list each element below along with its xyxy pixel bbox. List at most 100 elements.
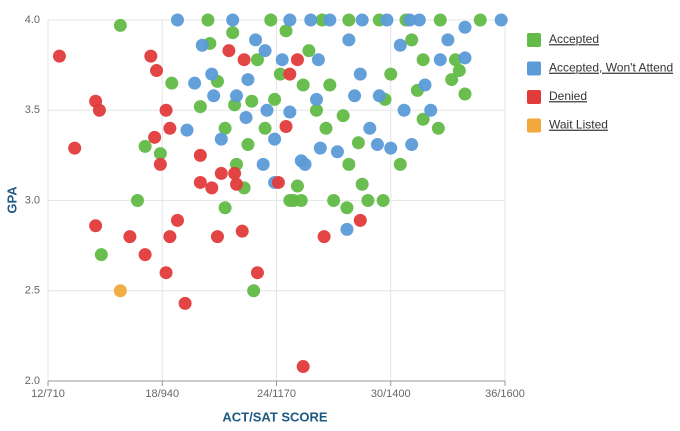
- point: [193, 148, 207, 162]
- point: [138, 248, 152, 262]
- point: [351, 136, 365, 150]
- y-axis-title: GPA: [4, 186, 19, 214]
- x-tick-label: 30/1400: [371, 388, 411, 400]
- point: [123, 230, 137, 244]
- point: [201, 13, 215, 27]
- y-tick-label: 3.5: [25, 104, 40, 116]
- point: [94, 248, 108, 262]
- point: [283, 194, 297, 207]
- point: [249, 33, 263, 47]
- point: [230, 89, 244, 103]
- legend-label[interactable]: Wait Listed: [549, 118, 608, 132]
- point: [52, 49, 66, 63]
- point: [205, 181, 219, 195]
- point: [361, 194, 375, 207]
- point: [210, 230, 224, 244]
- point: [458, 87, 472, 101]
- point: [193, 175, 207, 189]
- point: [228, 166, 242, 180]
- point: [258, 44, 272, 58]
- x-axis-title: ACT/SAT SCORE: [222, 409, 328, 424]
- point: [237, 53, 251, 67]
- point: [279, 119, 293, 133]
- point: [302, 44, 316, 58]
- point: [431, 121, 445, 135]
- point: [384, 67, 398, 81]
- point: [159, 103, 173, 117]
- point: [397, 103, 411, 117]
- point: [258, 121, 272, 135]
- point: [241, 138, 255, 152]
- point: [138, 139, 152, 153]
- point: [372, 89, 386, 103]
- point: [441, 33, 455, 47]
- point: [89, 219, 103, 233]
- point: [424, 103, 438, 117]
- point: [207, 89, 221, 103]
- point: [283, 13, 297, 27]
- point: [163, 230, 177, 244]
- point: [165, 76, 179, 90]
- point: [296, 78, 310, 92]
- point: [311, 53, 325, 67]
- point: [260, 103, 274, 117]
- point: [153, 157, 167, 171]
- point: [405, 138, 419, 152]
- point: [290, 53, 304, 67]
- point: [159, 266, 173, 280]
- point: [298, 157, 312, 171]
- legend-swatch[interactable]: [527, 33, 541, 47]
- point: [170, 13, 184, 27]
- point: [264, 13, 278, 27]
- point: [405, 33, 419, 47]
- point: [256, 157, 270, 171]
- point: [113, 18, 127, 32]
- point: [279, 24, 293, 38]
- legend-label[interactable]: Accepted, Won't Attend: [549, 61, 673, 75]
- point: [180, 123, 194, 137]
- legend-swatch[interactable]: [527, 118, 541, 133]
- y-tick-label: 2.0: [25, 375, 40, 387]
- point: [283, 67, 297, 81]
- point: [193, 100, 207, 114]
- point: [170, 213, 184, 227]
- point: [144, 49, 158, 63]
- point: [348, 89, 362, 103]
- point: [178, 296, 192, 310]
- point: [319, 121, 333, 135]
- point: [268, 92, 282, 106]
- point: [148, 130, 162, 144]
- legend-swatch[interactable]: [527, 61, 541, 76]
- point: [163, 121, 177, 135]
- point: [355, 13, 369, 27]
- point: [113, 284, 127, 298]
- legend-label[interactable]: Accepted: [549, 32, 599, 46]
- point: [323, 13, 337, 27]
- legend-label[interactable]: Denied: [549, 89, 587, 103]
- point: [433, 53, 447, 67]
- point: [275, 53, 289, 67]
- point: [353, 213, 367, 227]
- legend-swatch[interactable]: [527, 90, 541, 104]
- point: [340, 222, 354, 236]
- point: [230, 177, 244, 191]
- point: [445, 73, 459, 87]
- point: [494, 13, 508, 27]
- point: [342, 157, 356, 171]
- point: [412, 13, 426, 27]
- point: [247, 284, 261, 298]
- x-tick-label: 18/940: [145, 388, 179, 400]
- point: [296, 360, 310, 374]
- point: [452, 64, 466, 78]
- point: [150, 64, 164, 78]
- point: [218, 121, 232, 135]
- point: [222, 44, 236, 58]
- point: [130, 194, 144, 207]
- x-tick-label: 36/1600: [485, 388, 525, 400]
- point: [309, 103, 323, 117]
- point: [418, 78, 432, 92]
- point: [235, 224, 249, 238]
- point: [376, 194, 390, 207]
- point: [294, 194, 308, 207]
